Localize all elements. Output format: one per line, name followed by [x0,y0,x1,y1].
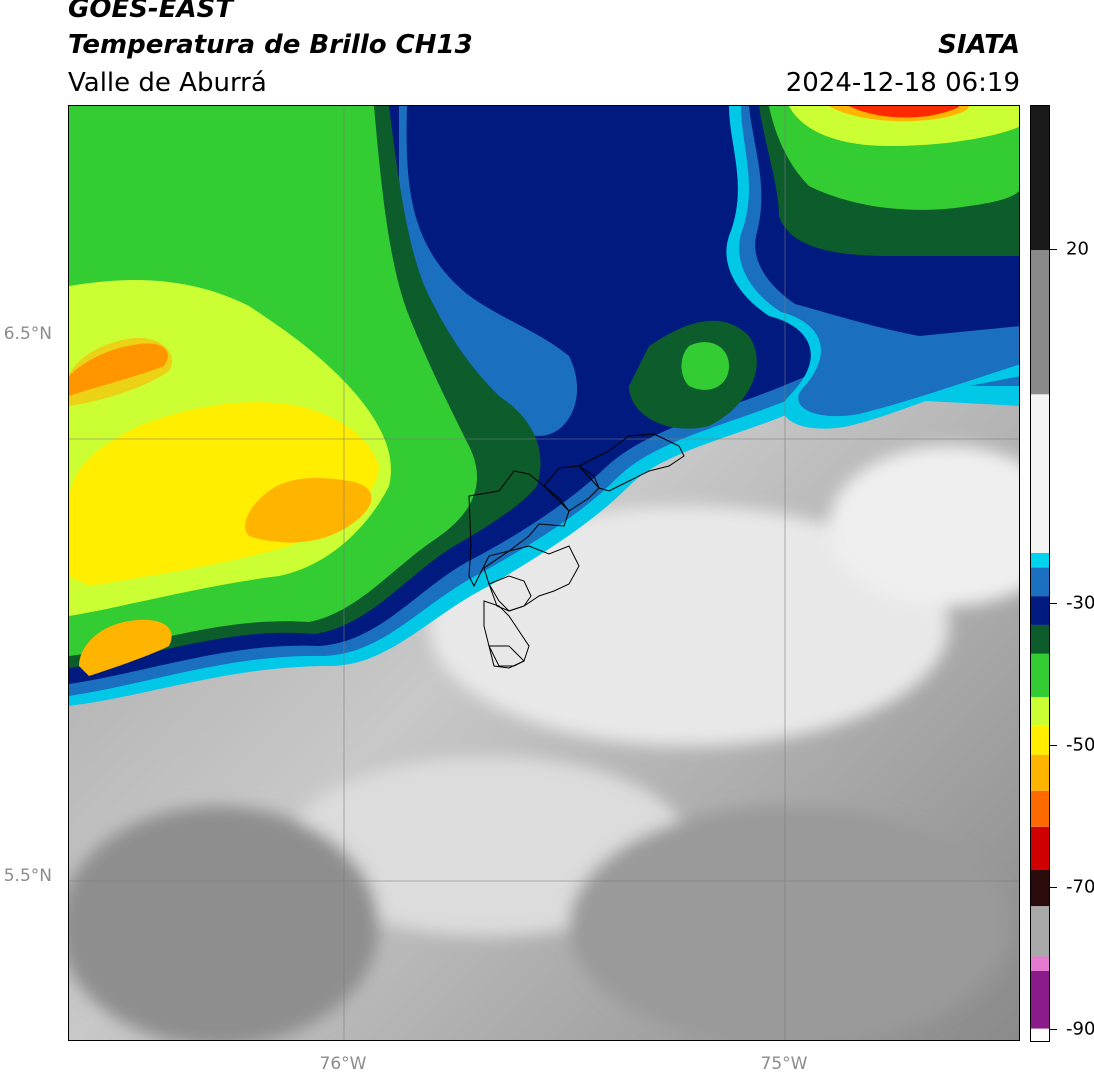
colorbar-segment [1031,653,1049,698]
colorbar-label-minus-50: -50 [1066,734,1094,756]
colorbar-tick [1050,603,1057,604]
agency-label: SIATA [938,30,1020,60]
colorbar-label-minus-70: -70 [1066,876,1094,898]
colorbar-tick [1050,249,1057,250]
graticule [69,106,1019,1040]
colorbar-segment [1031,754,1049,791]
colorbar-segment [1031,870,1049,907]
lat-label-5-5: 5.5°N [3,866,52,886]
colorbar-tick [1050,1029,1057,1030]
municipality-boundaries [468,433,685,669]
colorbar-tick [1050,887,1057,888]
satellite-title: GOES-EAST [68,0,234,24]
satellite-map [68,105,1020,1041]
colorbar-segment [1031,552,1049,568]
colorbar-scale [1031,106,1049,1041]
colorbar-segment [1031,596,1049,625]
colorbar-segment [1031,106,1049,251]
colorbar-segment [1031,725,1049,755]
colorbar-segment [1031,250,1049,395]
datetime-label: 2024-12-18 06:19 [785,68,1020,98]
region-subtitle: Valle de Aburrá [68,68,267,98]
product-title: Temperatura de Brillo CH13 [68,30,473,60]
lon-label-76: 76°W [319,1054,367,1074]
colorbar-segment [1031,790,1049,827]
colorbar-segment [1031,956,1049,971]
colorbar-segment [1031,394,1049,553]
temperature-colorbar [1030,105,1050,1042]
colorbar-label-minus-30: -30 [1066,592,1094,614]
cold-cloud-northeast [629,106,1019,429]
colorbar-segment [1031,826,1049,871]
colorbar-label-minus-90: -90 [1066,1018,1094,1040]
colorbar-segment [1031,697,1049,726]
colorbar-segment [1031,567,1049,597]
lon-label-75: 75°W [760,1054,808,1074]
colorbar-segment [1031,906,1049,957]
colorbar-segment [1031,970,1049,1029]
colorbar-segment [1031,624,1049,654]
colorbar-label-20: 20 [1066,238,1089,260]
colorbar-tick [1050,745,1057,746]
map-canvas [69,106,1019,1040]
lat-label-6-5: 6.5°N [3,324,52,344]
colorbar-segment [1031,1028,1049,1041]
